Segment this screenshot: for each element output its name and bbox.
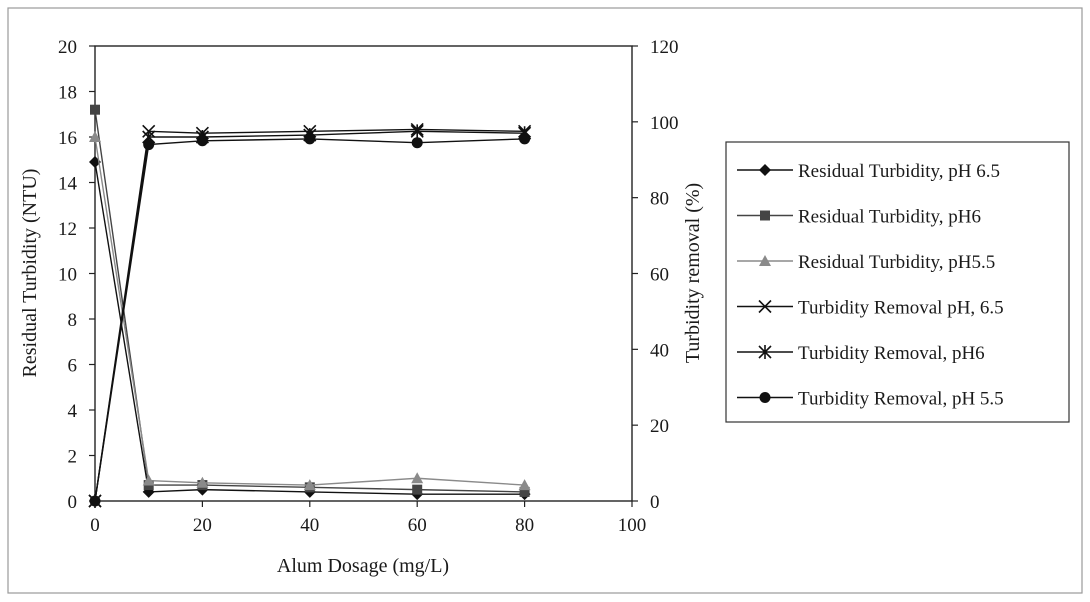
series-line xyxy=(94,138,525,502)
legend-marker xyxy=(759,255,771,266)
legend-marker xyxy=(759,392,771,403)
legend: Residual Turbidity, pH 6.5 Residual Turbi… xyxy=(737,161,1004,410)
legend-box xyxy=(725,141,1070,423)
series-layer xyxy=(88,104,532,508)
legend-label: Residual Turbidity, pH5.5 xyxy=(798,252,995,273)
series-6 xyxy=(89,133,531,507)
y2-tick-label: 40 xyxy=(650,340,669,361)
y-tick-label: 18 xyxy=(58,83,77,104)
data-point xyxy=(143,139,155,151)
x-tick-label: 60 xyxy=(408,515,427,536)
x-tick-label: 20 xyxy=(193,515,212,536)
legend-marker xyxy=(759,164,771,176)
data-point xyxy=(411,472,424,484)
data-point xyxy=(196,135,208,147)
legend-label: Turbidity Removal pH, 6.5 xyxy=(798,298,1004,319)
y-tick-label: 0 xyxy=(68,492,78,513)
data-point xyxy=(411,137,423,149)
y-axis-title: Residual Turbidity (NTU) xyxy=(19,169,41,378)
y2-axis-title: Turbidity removal (%) xyxy=(682,183,704,363)
y-tick-label: 4 xyxy=(68,401,78,422)
axis-ticks: 0 20 40 60 80 1000246810121416182002040608010… xyxy=(58,37,679,536)
legend-label: Turbidity Removal, pH 5.5 xyxy=(798,389,1004,410)
y-tick-label: 2 xyxy=(68,447,78,468)
legend-item: Turbidity Removal, pH6 xyxy=(737,343,985,364)
series-3 xyxy=(89,131,531,491)
legend-marker xyxy=(760,210,770,221)
x-tick-label: 0 xyxy=(90,515,100,536)
y-tick-label: 20 xyxy=(58,37,77,58)
x-tick-label: 80 xyxy=(515,515,534,536)
y2-tick-label: 20 xyxy=(650,416,669,437)
legend-item: Turbidity Removal, pH 5.5 xyxy=(737,389,1004,410)
legend-item: Residual Turbidity, pH 6.5 xyxy=(737,161,1000,182)
y2-tick-label: 100 xyxy=(650,113,679,134)
y-tick-label: 10 xyxy=(58,265,77,286)
data-point xyxy=(412,484,423,495)
data-point xyxy=(518,479,531,491)
data-point xyxy=(142,474,155,486)
data-point xyxy=(90,104,100,115)
y-tick-label: 14 xyxy=(58,174,78,195)
data-point xyxy=(196,476,209,488)
y2-tick-label: 0 xyxy=(650,492,660,513)
data-point xyxy=(410,124,424,139)
legend-label: Residual Turbidity, pH6 xyxy=(798,207,981,228)
legend-label: Turbidity Removal, pH6 xyxy=(798,343,985,364)
x-tick-label: 40 xyxy=(300,515,319,536)
data-point xyxy=(304,133,316,145)
data-point xyxy=(519,486,530,497)
legend-marker xyxy=(758,299,772,314)
y-tick-label: 6 xyxy=(68,356,78,377)
y-tick-label: 8 xyxy=(68,310,78,331)
data-point xyxy=(303,479,316,491)
y2-tick-label: 80 xyxy=(650,189,669,210)
series-line xyxy=(94,161,525,495)
y2-tick-label: 120 xyxy=(650,37,679,58)
x-tick-label: 100 xyxy=(618,515,647,536)
x-axis-title: Alum Dosage (mg/L) xyxy=(277,555,449,577)
series-line xyxy=(94,130,525,502)
data-point xyxy=(519,133,531,145)
series-line xyxy=(94,136,525,486)
data-point xyxy=(89,131,101,142)
y-tick-label: 16 xyxy=(58,128,77,149)
y2-tick-label: 60 xyxy=(650,265,669,286)
legend-item: Residual Turbidity, pH6 xyxy=(737,207,981,228)
legend-label: Residual Turbidity, pH 6.5 xyxy=(798,161,1000,182)
legend-item: Residual Turbidity, pH5.5 xyxy=(737,252,995,273)
legend-marker xyxy=(758,345,772,359)
data-point xyxy=(89,495,101,507)
y-tick-label: 12 xyxy=(58,219,77,240)
legend-item: Turbidity Removal pH, 6.5 xyxy=(737,298,1004,319)
